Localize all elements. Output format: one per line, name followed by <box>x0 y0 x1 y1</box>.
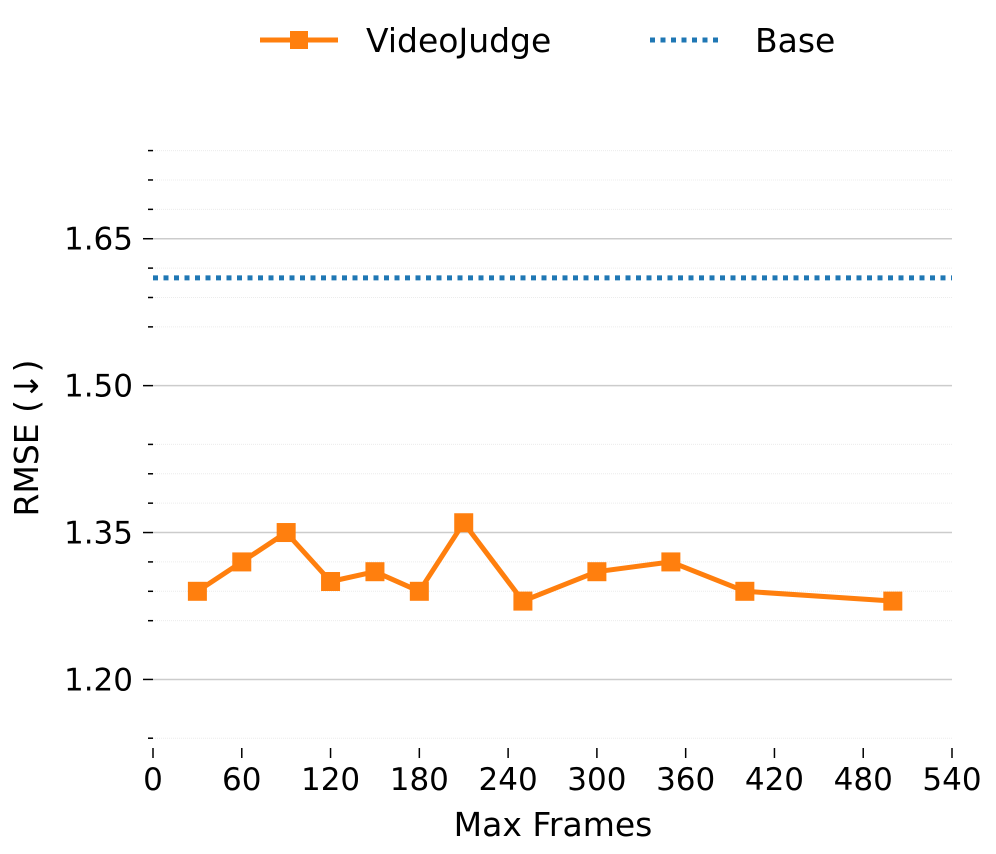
videojudge-point <box>409 581 429 601</box>
y-tick-label: 1.50 <box>64 369 133 405</box>
videojudge-point <box>587 562 607 582</box>
x-tick-label: 540 <box>922 762 981 798</box>
x-tick-label: 300 <box>567 762 626 798</box>
y-axis-label: RMSE (↓) <box>7 359 46 516</box>
x-tick-label: 120 <box>301 762 360 798</box>
videojudge-point <box>321 572 341 592</box>
videojudge-point <box>276 523 296 543</box>
x-tick-label: 180 <box>390 762 449 798</box>
videojudge-point <box>735 581 755 601</box>
videojudge-point <box>365 562 385 582</box>
axes: 1.20 1.35 1.50 1.65 0 60 120 180 240 300 360 420 480… <box>64 149 982 798</box>
x-tick-label: 480 <box>834 762 893 798</box>
x-axis-label: Max Frames <box>454 805 653 844</box>
grid-lines <box>153 150 952 739</box>
videojudge-point <box>513 591 533 611</box>
x-tick-label: 60 <box>222 762 261 798</box>
videojudge-point <box>187 581 207 601</box>
videojudge-point <box>232 552 252 572</box>
videojudge-point <box>883 591 903 611</box>
legend-videojudge-label: VideoJudge <box>366 21 551 60</box>
videojudge-series <box>187 513 903 611</box>
y-tick-label: 1.35 <box>64 516 133 552</box>
legend-videojudge-marker <box>290 31 308 49</box>
legend: VideoJudge Base <box>260 21 835 60</box>
videojudge-point <box>661 552 681 572</box>
y-tick-label: 1.65 <box>64 222 133 258</box>
y-tick-label: 1.20 <box>64 662 133 698</box>
x-tick-label: 0 <box>143 762 163 798</box>
x-tick-label: 420 <box>745 762 804 798</box>
x-tick-label: 360 <box>656 762 715 798</box>
x-tick-label: 240 <box>479 762 538 798</box>
videojudge-point <box>454 513 474 533</box>
legend-base-label: Base <box>755 21 835 60</box>
